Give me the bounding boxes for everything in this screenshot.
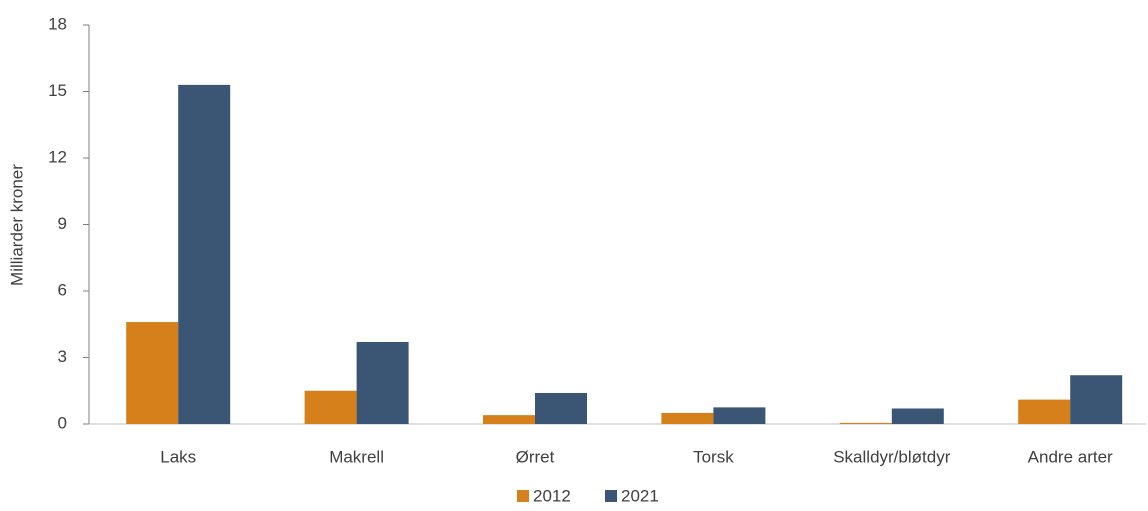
bar [483, 415, 535, 424]
bar [1018, 399, 1071, 424]
y-tick-label: 12 [48, 147, 67, 166]
y-tick-label: 15 [48, 81, 67, 100]
y-tick-label: 3 [58, 347, 67, 366]
legend-swatch [517, 490, 529, 502]
bar [126, 322, 179, 424]
x-tick-label: Laks [160, 447, 196, 466]
y-axis-label: Milliarder kroner [7, 164, 26, 286]
bar [661, 412, 714, 424]
bar [304, 390, 357, 424]
bar [178, 84, 231, 424]
legend-label: 2012 [533, 486, 571, 505]
legend-label: 2021 [621, 486, 659, 505]
legend-swatch [605, 490, 617, 502]
y-tick-label: 9 [58, 214, 67, 233]
y-tick-label: 0 [58, 413, 67, 432]
bar [356, 341, 409, 424]
bar [1070, 375, 1123, 424]
bar [535, 392, 587, 424]
y-tick-label: 18 [48, 14, 67, 33]
x-tick-label: Skalldyr/bløtdyr [833, 447, 950, 466]
bar [713, 407, 766, 424]
bar [891, 408, 944, 424]
x-tick-label: Torsk [693, 447, 734, 466]
x-tick-label: Ørret [516, 447, 555, 466]
bar [839, 422, 892, 424]
x-tick-label: Makrell [329, 447, 384, 466]
y-tick-label: 6 [58, 280, 67, 299]
x-tick-label: Andre arter [1028, 447, 1113, 466]
